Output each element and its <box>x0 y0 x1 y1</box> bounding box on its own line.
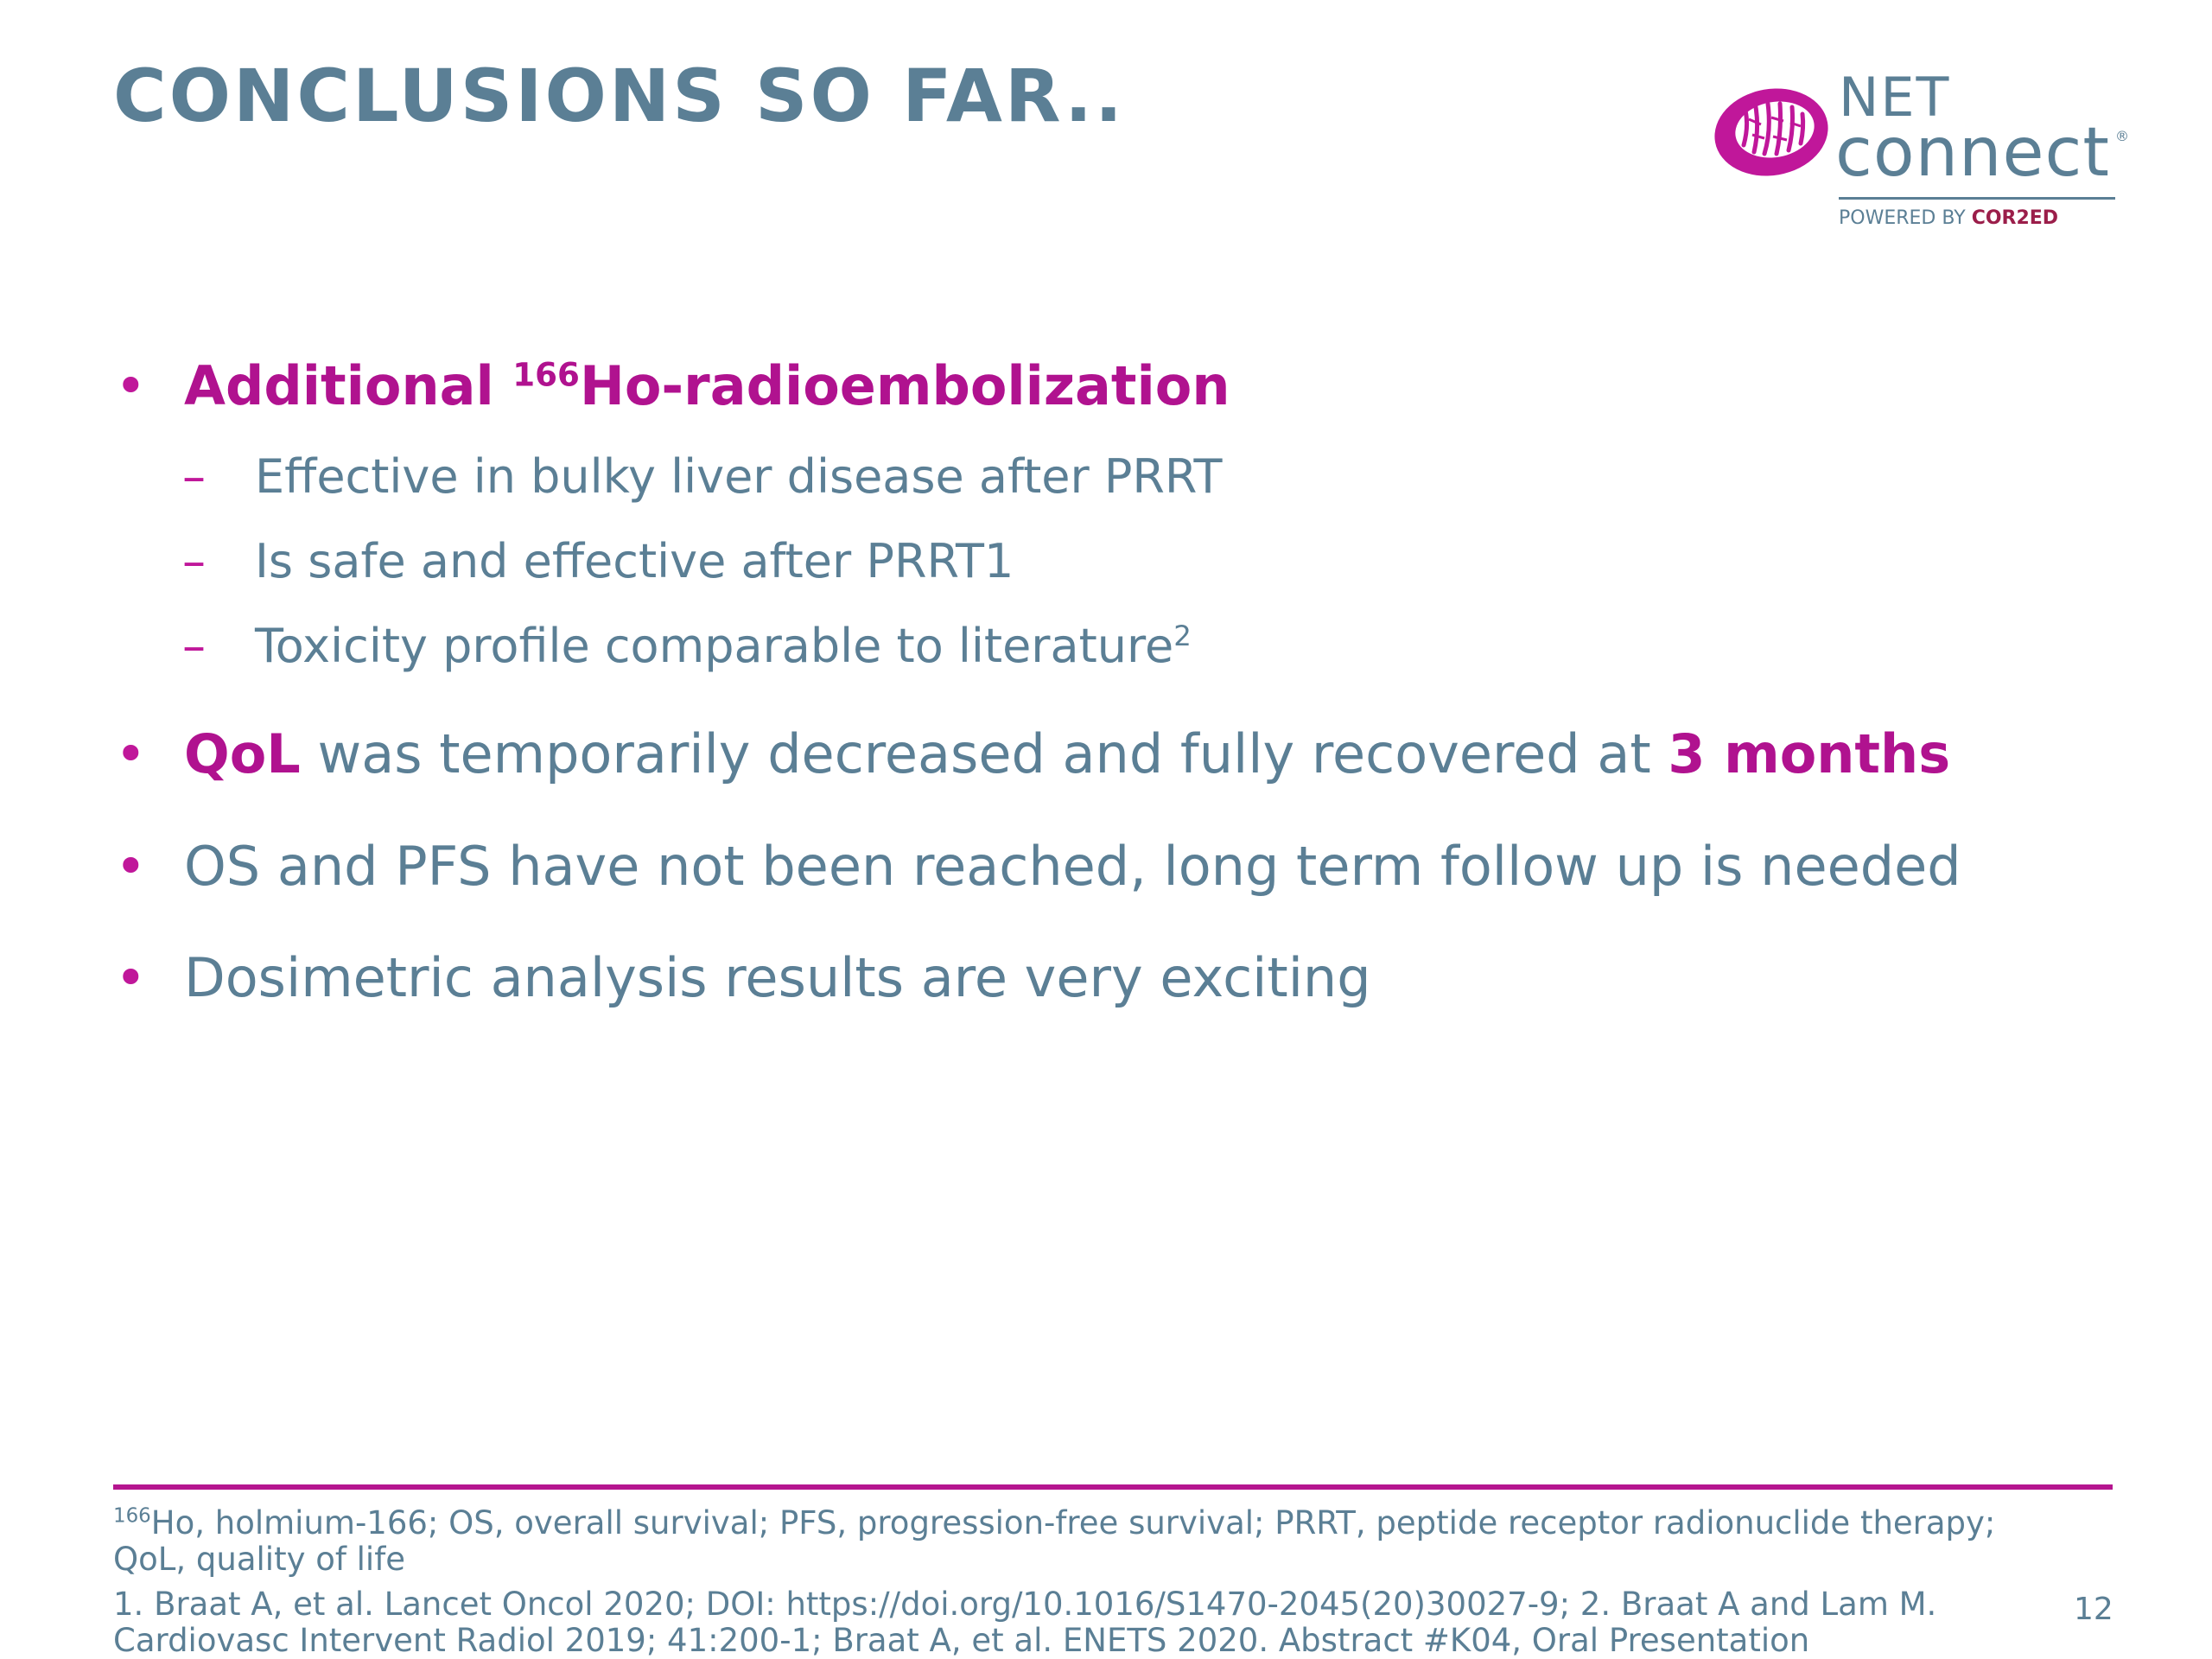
logo-powered-by: POWERED BY COR2ED <box>1839 207 2058 229</box>
bullet-4-text: Dosimetric analysis results are very exc… <box>184 946 1371 1009</box>
page-number: 12 <box>2074 1592 2113 1627</box>
sub-bullet-3: – Toxicity profile comparable to literatu… <box>182 619 1192 673</box>
sub-bullet-2: – Is safe and effective after PRRT1 <box>182 534 1014 588</box>
bullet-4: • Dosimetric analysis results are very ex… <box>115 946 1371 1009</box>
footer-divider <box>113 1484 2113 1490</box>
bullet-dot: • <box>115 354 147 417</box>
bullet-1-sup: 166 <box>512 355 580 394</box>
bullet-1-prefix: Additional <box>184 354 513 417</box>
ref-line-1: 1. Braat A, et al. Lancet Oncol 2020; DO… <box>113 1586 1937 1623</box>
abbr-sup: 166 <box>113 1504 151 1528</box>
sub-bullet-1: – Effective in bulky liver disease after … <box>182 449 1223 504</box>
slide-title: CONCLUSIONS SO FAR.. <box>113 54 1125 138</box>
footer-abbreviations: 166Ho, holmium-166; OS, overall survival… <box>113 1505 1995 1578</box>
bullet-dot: • <box>115 946 147 1009</box>
bullet-dot: • <box>115 722 147 785</box>
registered-mark: ® <box>2115 128 2129 144</box>
sub-bullet-3-text: Toxicity profile comparable to literatur… <box>255 619 1174 673</box>
netconnect-logo: NET connect ® POWERED BY COR2ED <box>1711 71 2143 240</box>
bullet-dot: • <box>115 835 147 898</box>
bullet-1: • Additional 166Ho-radioembolization <box>115 354 1230 417</box>
sub-bullet-3-sup: 2 <box>1173 620 1192 652</box>
footer-references: 1. Braat A, et al. Lancet Oncol 2020; DO… <box>113 1586 1936 1659</box>
logo-connect-text: connect <box>1835 114 2110 192</box>
sub-bullet-dash: – <box>182 619 206 673</box>
powered-by-text: POWERED BY <box>1839 207 1966 229</box>
logo-net-text: NET <box>1839 66 1951 129</box>
bullet-3-text: OS and PFS have not been reached, long t… <box>184 835 1961 898</box>
ref-line-2: Cardiovasc Intervent Radiol 2019; 41:200… <box>113 1622 1810 1659</box>
bullet-2-middle: was temporarily decreased and fully reco… <box>300 722 1669 785</box>
bullet-2-highlight-2: 3 months <box>1668 722 1951 785</box>
logo-divider <box>1839 197 2115 200</box>
bullet-2: • QoL was temporarily decreased and fully… <box>115 722 1951 785</box>
abbr-line-1: Ho, holmium-166; OS, overall survival; P… <box>150 1504 1996 1541</box>
bullet-1-rest: Ho-radioembolization <box>579 354 1230 417</box>
brand-text: COR2ED <box>1971 207 2059 229</box>
abbr-line-2: QoL, quality of life <box>113 1541 406 1578</box>
bullet-3: • OS and PFS have not been reached, long … <box>115 835 1961 898</box>
zebra-stripe-oval-icon <box>1714 88 1828 176</box>
sub-bullet-2-text: Is safe and effective after PRRT1 <box>255 534 1014 588</box>
sub-bullet-dash: – <box>182 534 206 588</box>
bullet-2-highlight: QoL <box>184 722 301 785</box>
sub-bullet-dash: – <box>182 449 206 504</box>
sub-bullet-1-text: Effective in bulky liver disease after P… <box>255 449 1223 504</box>
